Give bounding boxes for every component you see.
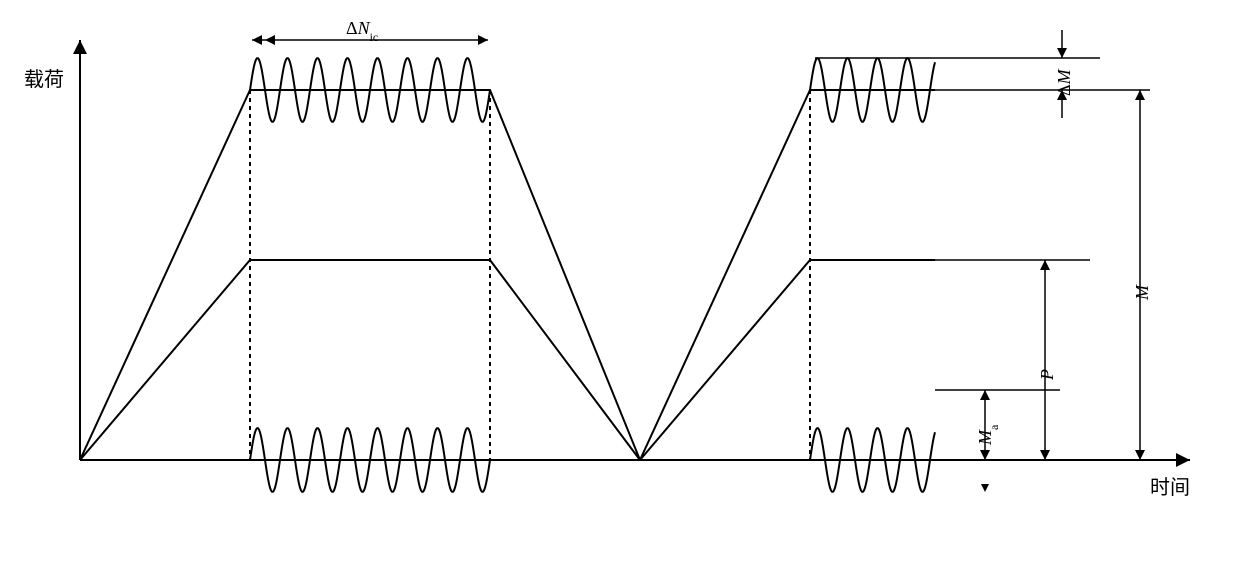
label-P: P	[1037, 369, 1057, 381]
cycle2-mid	[640, 260, 935, 460]
label-dM: ΔM	[1054, 68, 1074, 96]
cycle2-outer	[640, 90, 935, 460]
label-Ma: Ma	[975, 424, 1001, 446]
label-M: M	[1132, 284, 1152, 301]
cycle1-outer	[80, 90, 640, 460]
cycle1-mid	[80, 260, 640, 460]
x-axis-label: 时间	[1150, 476, 1190, 499]
y-axis-label: 载荷	[24, 68, 64, 91]
